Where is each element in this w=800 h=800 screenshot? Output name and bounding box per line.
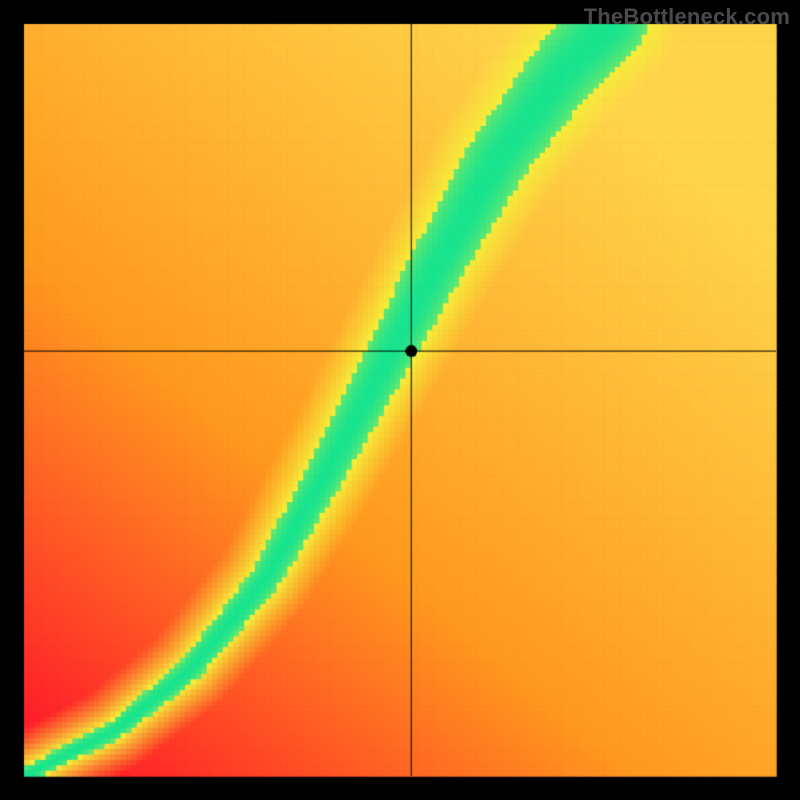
chart-container: TheBottleneck.com	[0, 0, 800, 800]
bottleneck-heatmap-canvas	[0, 0, 800, 800]
watermark-text: TheBottleneck.com	[584, 4, 790, 30]
